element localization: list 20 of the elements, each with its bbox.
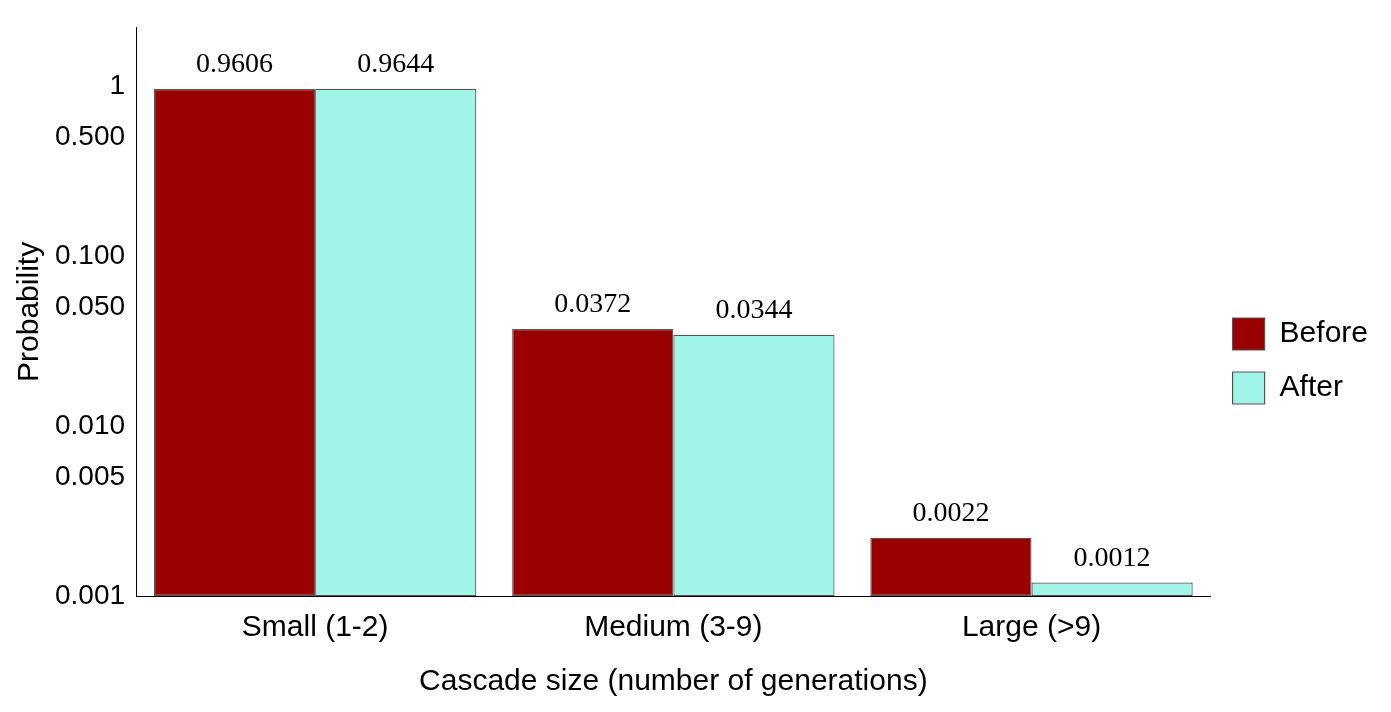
data-label: 0.0012	[1073, 540, 1151, 572]
x-tick-label: Small (1-2)	[241, 609, 389, 643]
y-tick-label: 0.005	[54, 459, 126, 491]
data-label: 0.0344	[715, 293, 793, 325]
y-tick-label: 0.500	[54, 119, 126, 151]
data-label: 0.0372	[554, 287, 632, 319]
data-label: 0.0022	[912, 496, 990, 528]
x-tick-label: Large (>9)	[961, 609, 1102, 643]
y-tick-label: 0.050	[54, 289, 126, 321]
data-label: 0.9606	[196, 47, 274, 79]
x-tick-label: Medium (3-9)	[584, 609, 763, 643]
y-tick-label: 1	[109, 68, 126, 100]
y-tick-label: 0.100	[54, 238, 126, 270]
y-axis-title: Probability	[11, 241, 45, 382]
y-tick-label: 0.010	[54, 408, 126, 440]
legend-label: After	[1279, 369, 1343, 403]
data-label: 0.9644	[357, 47, 435, 79]
legend-label: Before	[1279, 315, 1368, 349]
y-tick-label: 0.001	[54, 578, 126, 610]
x-axis-title: Cascade size (number of generations)	[419, 663, 928, 697]
